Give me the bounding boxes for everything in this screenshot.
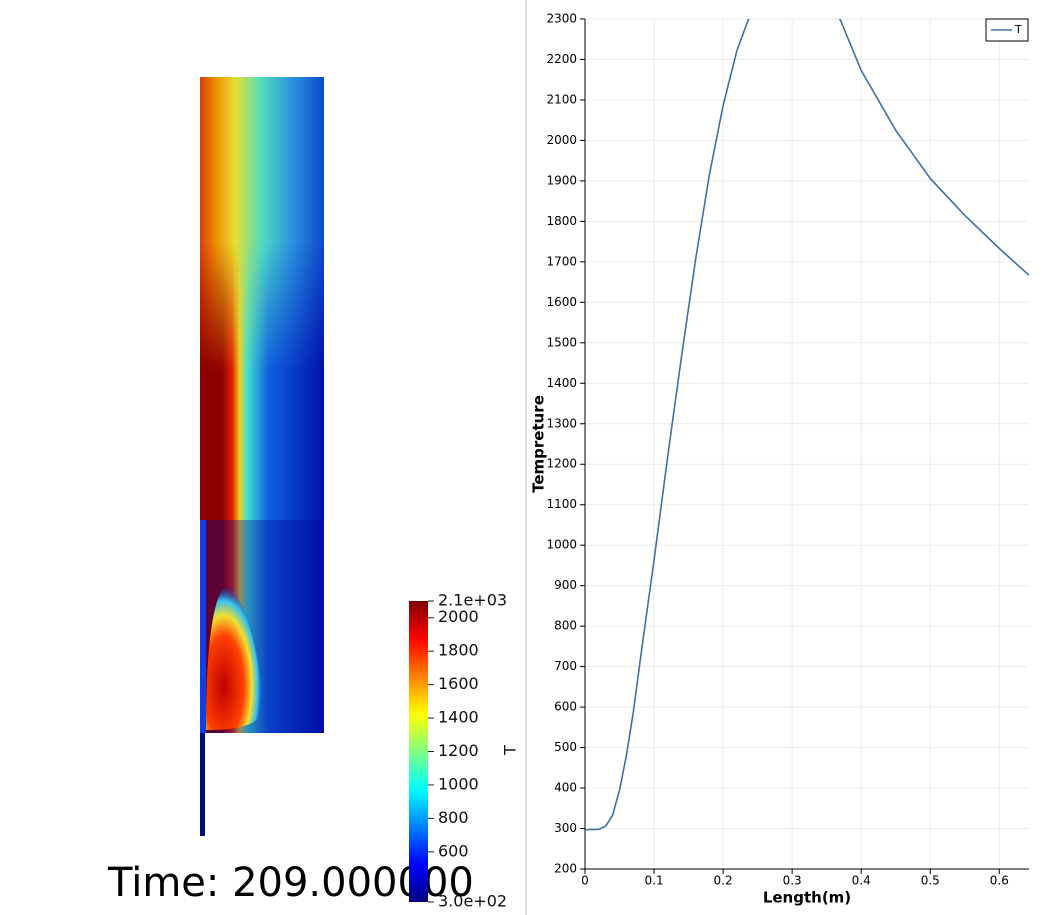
colorbar-tick-label: 1000 <box>438 774 479 793</box>
y-tick-label: 1500 <box>546 335 577 349</box>
legend: T <box>985 18 1029 42</box>
y-tick-label: 1300 <box>546 416 577 430</box>
y-tick-label: 900 <box>554 578 577 592</box>
colorbar-tick-label: 800 <box>438 808 469 827</box>
x-tick-label: 0.5 <box>921 874 940 888</box>
y-tick-label: 1800 <box>546 214 577 228</box>
colorbar-tick-label: 1800 <box>438 641 479 660</box>
colorbar-tick-label: 3.0e+02 <box>438 892 507 911</box>
series-line <box>585 19 1029 831</box>
temperature-field <box>200 77 324 836</box>
colorbar-tick-label: 1400 <box>438 708 479 727</box>
legend-label: T <box>1014 23 1022 36</box>
field-inlet-edge <box>200 520 206 733</box>
x-tick-label: 0.6 <box>990 874 1009 888</box>
y-tick-label: 2300 <box>546 12 577 26</box>
colorbar-tick-label: 1600 <box>438 674 479 693</box>
y-tick-label: 800 <box>554 619 577 633</box>
y-tick-label: 700 <box>554 659 577 673</box>
y-tick-label: 500 <box>554 740 577 754</box>
y-tick-label: 200 <box>554 862 577 876</box>
colorbar-title: T <box>501 745 520 756</box>
y-tick-label: 600 <box>554 700 577 714</box>
colorbar-tick-label: 600 <box>438 841 469 860</box>
field-flame-base <box>206 585 264 730</box>
y-tick-label: 1600 <box>546 295 577 309</box>
y-tick-label: 1700 <box>546 254 577 268</box>
colorbar-tick-label: 2000 <box>438 607 479 626</box>
y-tick-label: 1900 <box>546 173 577 187</box>
y-tick-label: 2100 <box>546 92 577 106</box>
colorbar <box>409 601 428 902</box>
x-tick-label: 0.4 <box>852 874 871 888</box>
x-tick-label: 0.1 <box>645 874 664 888</box>
x-tick-label: 0.3 <box>783 874 802 888</box>
y-tick-label: 2200 <box>546 52 577 66</box>
field-inlet-pipe <box>200 733 205 836</box>
y-tick-label: 400 <box>554 781 577 795</box>
y-tick-label: 2000 <box>546 133 577 147</box>
x-axis-label: Length(m) <box>763 889 851 907</box>
y-tick-label: 1400 <box>546 376 577 390</box>
colorbar-tick-label: 1200 <box>438 741 479 760</box>
x-tick-label: 0.2 <box>714 874 733 888</box>
x-tick-label: 0 <box>581 874 589 888</box>
y-axis-label: Tempreture <box>530 395 548 493</box>
y-tick-label: 1200 <box>546 457 577 471</box>
y-tick-label: 300 <box>554 821 577 835</box>
y-tick-label: 1100 <box>546 497 577 511</box>
colorbar-tick-label: 2.1e+03 <box>438 591 507 610</box>
y-tick-label: 1000 <box>546 538 577 552</box>
